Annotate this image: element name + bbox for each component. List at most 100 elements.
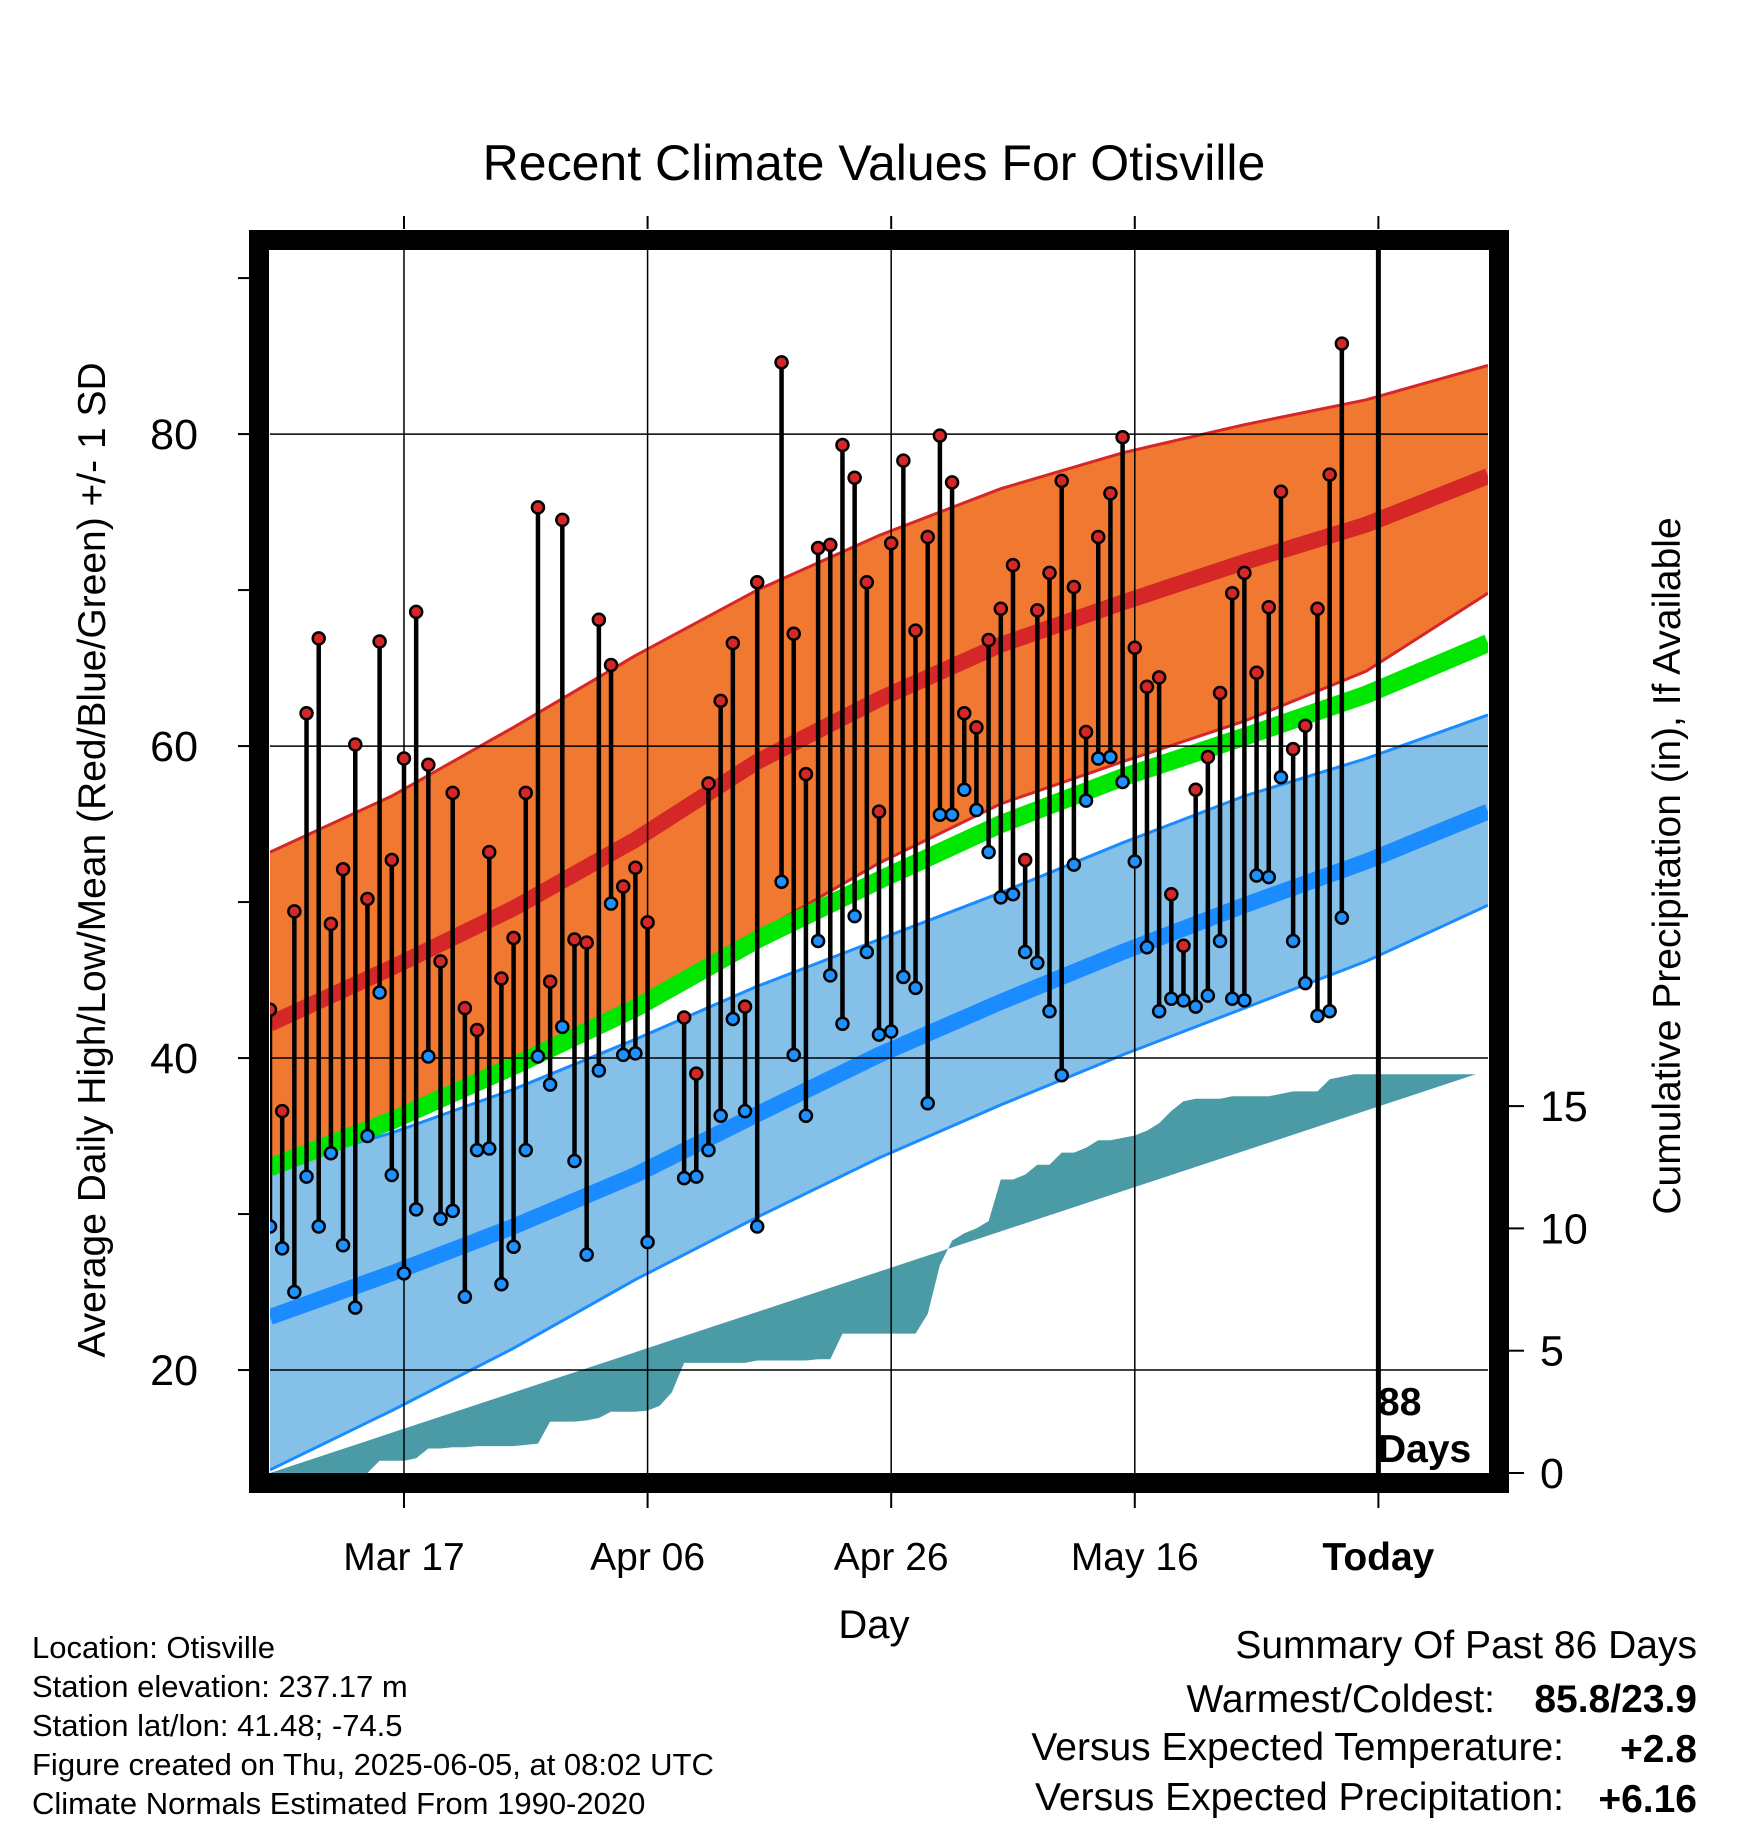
daily-low-point: [1066, 857, 1082, 872]
daily-high-point: [542, 974, 558, 989]
daily-low-point: [993, 890, 1009, 905]
daily-high-point: [384, 852, 400, 868]
daily-high-point: [457, 1000, 473, 1016]
daily-high-point: [1030, 603, 1045, 618]
daily-high-point: [628, 860, 643, 875]
daily-high-point: [1360, 0, 1372, 6]
info-latlon: Station lat/lon: 41.48; -74.5: [32, 1708, 403, 1743]
daily-high-point: [1348, 0, 1360, 6]
daily-high-point: [957, 706, 972, 721]
daily-high-point: [1176, 938, 1191, 953]
y-tick-label: 60: [150, 723, 198, 771]
y2-tick-label: 10: [1540, 1205, 1588, 1253]
daily-low-point: [421, 1049, 436, 1064]
daily-low-point: [1200, 988, 1216, 1003]
daily-high-point: [1078, 724, 1094, 740]
daily-high-point: [348, 737, 363, 752]
y-tick-label: 20: [150, 1347, 198, 1395]
daily-high-point: [847, 470, 862, 486]
daily-high-point: [689, 1066, 704, 1081]
low-normal-band: [270, 714, 1488, 1470]
daily-low-point: [1249, 868, 1264, 883]
daily-high-point: [640, 915, 655, 930]
daily-low-point: [1164, 991, 1179, 1007]
daily-low-point: [542, 1077, 558, 1092]
daily-low-point: [270, 1219, 278, 1234]
daily-high-point: [981, 632, 996, 648]
x-tick-label: Apr 06: [590, 1536, 705, 1579]
daily-low-point: [1360, 0, 1372, 6]
daily-high-point: [725, 635, 741, 651]
daily-high-point: [1005, 557, 1021, 573]
daily-high-point: [433, 954, 448, 969]
series-layer: [270, 0, 1381, 1473]
daily-high-point: [823, 537, 838, 553]
daily-low-point: [1334, 910, 1350, 925]
daily-high-point: [1115, 429, 1130, 445]
daily-low-point: [786, 1047, 801, 1063]
daily-low-point: [1090, 751, 1106, 766]
daily-low-point: [725, 1011, 741, 1027]
daily-low-point: [774, 874, 789, 890]
daily-high-point: [274, 1103, 290, 1119]
daily-low-point: [1127, 854, 1143, 869]
x-tick-label: Today: [1322, 1536, 1434, 1579]
daily-low-point: [749, 1219, 765, 1234]
daily-high-point: [1261, 599, 1277, 615]
daily-low-point: [348, 1300, 363, 1315]
y2-tick-label: 15: [1540, 1083, 1588, 1131]
daily-high-point: [287, 904, 302, 919]
daily-low-point: [1005, 887, 1021, 902]
daily-low-point: [287, 1284, 302, 1300]
daily-high-point: [932, 428, 948, 443]
daily-high-point: [835, 437, 850, 453]
daily-low-point: [871, 1027, 887, 1042]
daily-low-point: [1273, 770, 1289, 785]
daily-low-point: [469, 1142, 485, 1158]
daily-high-point: [1237, 565, 1252, 581]
daily-high-point: [737, 999, 753, 1014]
info-elevation: Station elevation: 237.17 m: [32, 1669, 408, 1704]
daily-low-point: [628, 1046, 643, 1061]
daily-low-point: [615, 1047, 631, 1063]
daily-low-point: [396, 1266, 412, 1281]
daily-low-point: [311, 1219, 326, 1234]
daily-high-point: [469, 1022, 485, 1038]
daily-high-point: [270, 1002, 278, 1017]
daily-low-point: [859, 944, 875, 960]
summary-temp-label: Versus Expected Temperature:: [1031, 1726, 1564, 1769]
daily-low-point: [835, 1016, 850, 1031]
low-normal-line: [270, 804, 1488, 1325]
daily-high-point: [1249, 665, 1264, 680]
plot-frame: [249, 230, 1509, 1493]
daily-high-point: [749, 575, 765, 590]
daily-low-point: [1176, 993, 1191, 1008]
daily-high-point: [1298, 718, 1313, 734]
daily-high-point: [1017, 852, 1033, 868]
daily-low-point: [567, 1153, 582, 1169]
daily-low-point: [1151, 1004, 1167, 1019]
daily-high-point: [1164, 887, 1179, 902]
daily-low-point: [299, 1169, 314, 1184]
daily-low-point: [920, 1096, 935, 1111]
daily-high-point: [1054, 473, 1069, 489]
summary-warm-label: Warmest/Coldest:: [1187, 1678, 1495, 1721]
daily-low-point: [384, 1167, 400, 1183]
daily-low-point: [1188, 999, 1203, 1014]
daily-high-point: [871, 804, 887, 819]
daily-high-point: [1090, 529, 1106, 545]
daily-low-point: [847, 908, 862, 924]
daily-high-point: [1103, 486, 1118, 501]
daily-low-point: [1139, 940, 1155, 955]
daily-low-point: [603, 896, 619, 911]
daily-high-point: [993, 601, 1009, 617]
daily-high-point: [311, 631, 326, 646]
daily-high-point: [518, 785, 534, 801]
daily-low-point: [1348, 0, 1360, 6]
daily-low-point: [360, 1128, 375, 1144]
daily-high-point: [615, 879, 631, 894]
info-created: Figure created on Thu, 2025-06-05, at 08…: [32, 1747, 714, 1782]
daily-low-point: [591, 1063, 607, 1078]
daily-high-point: [786, 626, 801, 641]
